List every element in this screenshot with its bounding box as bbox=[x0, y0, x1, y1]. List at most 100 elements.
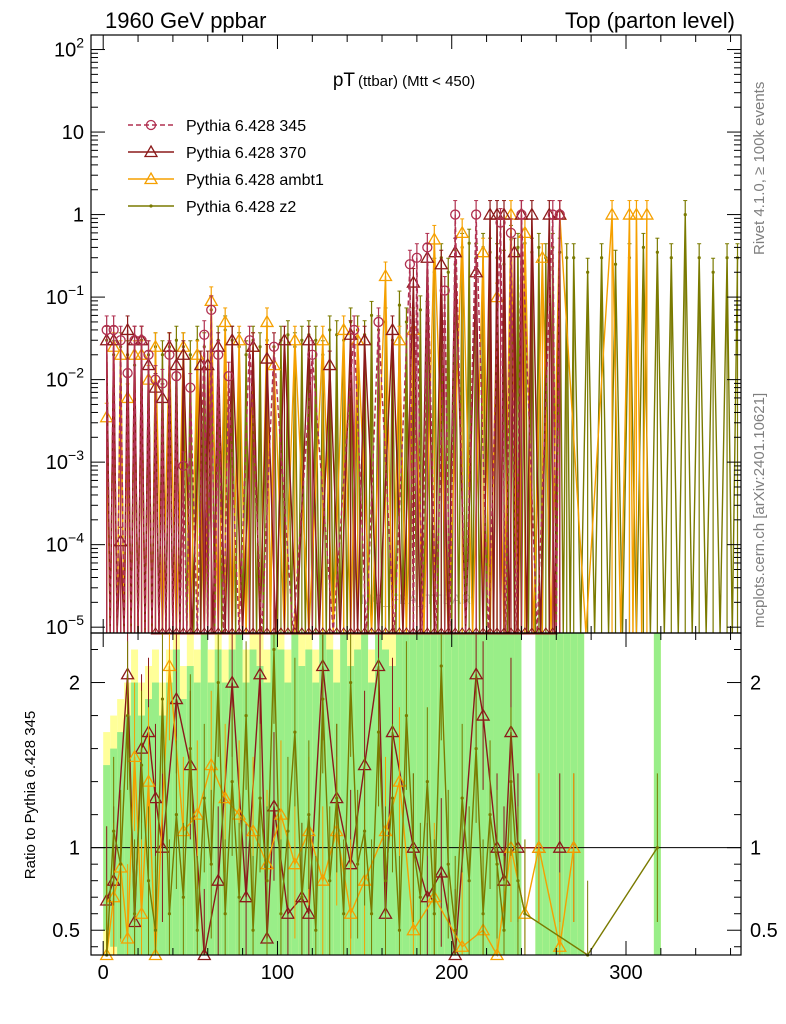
ratio-data-point bbox=[474, 746, 478, 751]
floor-marker bbox=[303, 627, 314, 635]
ratio-data-point bbox=[509, 780, 513, 784]
ratio-y-tick-label-right: 1 bbox=[750, 838, 761, 860]
ratio-data-point bbox=[321, 697, 325, 701]
ratio-data-point bbox=[155, 840, 170, 853]
ratio-data-point bbox=[280, 906, 296, 919]
ratio-data-point bbox=[148, 947, 163, 961]
data-point bbox=[122, 367, 133, 379]
ratio-data-point bbox=[301, 906, 316, 919]
floor-marker bbox=[547, 627, 558, 635]
ratio-band-inner bbox=[165, 682, 173, 955]
floor-marker bbox=[540, 627, 551, 635]
ratio-data-point bbox=[432, 912, 436, 916]
floor-marker bbox=[401, 627, 412, 635]
floor-marker bbox=[422, 627, 433, 635]
data-point bbox=[411, 252, 423, 263]
data-point bbox=[223, 371, 234, 382]
ratio-band-inner bbox=[214, 649, 222, 955]
ratio-data-point bbox=[266, 799, 282, 812]
floor-marker bbox=[241, 627, 252, 635]
ratio-data-point bbox=[119, 862, 123, 866]
data-point bbox=[586, 270, 590, 274]
ratio-band-inner bbox=[402, 633, 410, 955]
data-point bbox=[697, 256, 701, 260]
data-point bbox=[439, 285, 450, 296]
ratio-data-point bbox=[188, 746, 192, 751]
legend-entry: Pythia 6.428 370 bbox=[186, 145, 306, 162]
data-point bbox=[516, 209, 527, 220]
legend-marker bbox=[143, 144, 159, 158]
data-point bbox=[108, 324, 119, 336]
floor-marker bbox=[506, 627, 516, 635]
ratio-data-point bbox=[252, 666, 268, 680]
ratio-data-point bbox=[369, 912, 374, 916]
x-tick-label: 0 bbox=[98, 962, 109, 984]
ratio-data-point bbox=[125, 713, 130, 718]
data-point bbox=[286, 333, 290, 337]
floor-marker bbox=[457, 627, 468, 635]
data-point bbox=[115, 335, 126, 346]
mcplots-label: mcplots.cern.ch [arXiv:2401.10621] bbox=[751, 393, 768, 628]
floor-marker bbox=[199, 627, 210, 635]
data-point bbox=[206, 304, 217, 316]
ratio-band-inner bbox=[549, 633, 557, 955]
legend-entry: Pythia 6.428 ambt1 bbox=[186, 172, 324, 189]
data-point bbox=[711, 270, 715, 274]
y-tick-label: 10 bbox=[62, 122, 84, 144]
y-tick-label: 10−3 bbox=[46, 447, 84, 474]
data-point bbox=[315, 332, 330, 346]
ratio-data-point bbox=[475, 708, 491, 721]
data-point bbox=[259, 351, 275, 364]
ratio-data-point bbox=[314, 928, 318, 932]
floor-marker bbox=[359, 627, 370, 635]
floor-marker bbox=[192, 627, 203, 635]
floor-marker bbox=[429, 627, 440, 635]
floor-marker bbox=[394, 627, 405, 635]
ratio-data-point bbox=[349, 680, 353, 685]
x-tick-label: 300 bbox=[609, 962, 642, 984]
data-point bbox=[287, 332, 303, 346]
data-point bbox=[455, 225, 470, 239]
data-point bbox=[604, 207, 620, 220]
ratio-band-inner bbox=[451, 633, 459, 955]
ratio-band-inner bbox=[340, 633, 348, 955]
ratio-data-point bbox=[455, 939, 470, 952]
floor-marker bbox=[185, 627, 196, 635]
ratio-data-point bbox=[516, 879, 520, 883]
ratio-band-inner bbox=[124, 715, 132, 955]
floor-marker bbox=[338, 627, 349, 635]
floor-marker bbox=[485, 627, 495, 635]
data-point bbox=[213, 349, 224, 360]
data-point bbox=[535, 250, 550, 263]
data-point bbox=[641, 245, 646, 250]
ratio-data-point bbox=[223, 912, 227, 916]
ratio-frame bbox=[90, 632, 742, 956]
ratio-band-inner bbox=[242, 682, 250, 955]
ratio-band-inner bbox=[479, 633, 487, 955]
data-point bbox=[357, 332, 372, 346]
ratio-band-inner bbox=[563, 633, 571, 955]
ratio-data-point bbox=[134, 906, 149, 919]
ratio-band-inner bbox=[500, 633, 508, 955]
ratio-data-point bbox=[460, 796, 464, 800]
data-point bbox=[599, 256, 604, 260]
data-point bbox=[258, 345, 262, 349]
data-point bbox=[322, 357, 337, 371]
ratio-data-point bbox=[181, 895, 185, 899]
data-point bbox=[385, 322, 400, 336]
ratio-data-point bbox=[293, 730, 297, 734]
ratio-data-point bbox=[335, 796, 339, 800]
ratio-data-point bbox=[141, 774, 156, 787]
ratio-band-inner bbox=[368, 682, 376, 955]
floor-marker bbox=[387, 627, 398, 635]
data-point bbox=[622, 207, 637, 220]
ratio-data-point bbox=[258, 796, 262, 800]
data-point bbox=[450, 209, 461, 220]
floor-marker bbox=[450, 627, 461, 635]
ratio-data-point bbox=[489, 947, 505, 961]
ratio-band-inner bbox=[437, 633, 445, 955]
ratio-data-point bbox=[376, 730, 381, 734]
ratio-data-point bbox=[160, 697, 165, 701]
ratio-band-inner bbox=[298, 666, 306, 955]
